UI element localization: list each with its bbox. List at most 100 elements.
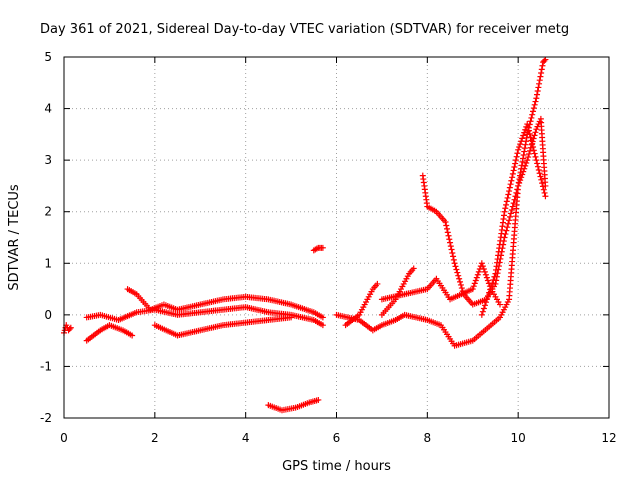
y-tick-label: 2 <box>44 205 52 219</box>
data-point <box>506 188 513 195</box>
data-point <box>525 124 532 131</box>
y-tick-label: 3 <box>44 153 52 167</box>
data-point <box>511 196 518 203</box>
data-point <box>512 193 519 200</box>
y-tick-label: -2 <box>40 411 52 425</box>
data-point <box>315 396 322 403</box>
series-sat-a <box>61 322 74 336</box>
data-point <box>527 134 534 141</box>
data-point <box>472 277 479 284</box>
data-point <box>443 222 450 229</box>
data-point <box>534 163 541 170</box>
data-point <box>541 57 548 64</box>
data-point <box>530 147 537 154</box>
data-point <box>410 265 417 272</box>
data-point <box>514 150 521 157</box>
data-point <box>535 84 542 91</box>
data-point <box>517 177 524 184</box>
data-point <box>319 322 326 329</box>
data-point <box>129 332 136 339</box>
data-point <box>319 314 326 321</box>
data-point <box>492 280 499 287</box>
x-tick-label: 10 <box>511 431 526 445</box>
data-point <box>483 299 490 306</box>
data-point <box>532 129 539 136</box>
data-point <box>531 101 538 108</box>
series-sat-b <box>83 304 326 329</box>
data-point <box>455 272 462 279</box>
data-point <box>480 266 487 273</box>
data-point <box>506 184 513 191</box>
data-point <box>66 326 73 333</box>
data-point <box>536 77 543 84</box>
data-point <box>447 239 454 246</box>
data-point <box>533 157 540 164</box>
series-sat-e <box>151 314 295 339</box>
data-point <box>483 274 490 281</box>
grid-lines <box>64 57 609 418</box>
series-sat-k <box>378 260 503 308</box>
data-point <box>533 95 540 102</box>
data-point <box>489 280 496 287</box>
data-point <box>534 88 541 95</box>
x-tick-label: 2 <box>151 431 159 445</box>
data-point <box>526 150 533 157</box>
data-point <box>536 80 543 87</box>
data-point <box>518 174 525 181</box>
data-point <box>515 146 522 153</box>
data-point <box>519 135 526 142</box>
data-point <box>522 162 529 169</box>
data-point <box>478 311 485 318</box>
x-tick-label: 8 <box>424 431 432 445</box>
data-point <box>525 154 532 161</box>
data-point <box>531 150 538 157</box>
data-point <box>530 144 537 151</box>
data-point <box>479 263 486 270</box>
data-point <box>529 111 536 118</box>
data-point <box>519 158 526 165</box>
x-tick-label: 4 <box>242 431 250 445</box>
chart-title: Day 361 of 2021, Sidereal Day-to-day VTE… <box>40 22 569 37</box>
data-point <box>541 189 548 196</box>
data-point <box>513 189 520 196</box>
data-point <box>507 210 514 217</box>
data-point <box>529 140 536 147</box>
data-point <box>503 198 510 205</box>
data-point <box>536 170 543 177</box>
data-point <box>508 177 515 184</box>
data-point <box>504 194 511 201</box>
data-points <box>61 56 549 414</box>
data-point <box>521 148 528 155</box>
data-point <box>535 166 542 173</box>
data-point <box>542 193 549 200</box>
data-point <box>515 182 522 189</box>
data-point <box>482 271 489 278</box>
data-point <box>319 244 326 251</box>
data-point <box>540 186 547 193</box>
data-point <box>514 186 521 193</box>
data-point <box>532 153 539 160</box>
data-point <box>528 114 535 121</box>
data-point <box>506 217 513 224</box>
data-point <box>502 205 509 212</box>
data-point <box>452 263 459 270</box>
data-point <box>537 173 544 180</box>
data-point <box>445 232 452 239</box>
data-point <box>474 271 481 278</box>
series-sat-g <box>265 396 322 414</box>
data-point <box>488 283 495 290</box>
data-point <box>530 105 537 112</box>
x-tick-label: 6 <box>333 431 341 445</box>
data-point <box>470 283 477 290</box>
data-point <box>516 180 523 187</box>
data-point <box>478 260 485 267</box>
data-point <box>444 229 451 236</box>
series-sat-j <box>378 265 417 318</box>
data-point <box>457 281 464 288</box>
data-point <box>512 160 519 167</box>
data-point <box>487 286 494 293</box>
data-point <box>511 164 518 171</box>
data-point <box>505 191 512 198</box>
data-point <box>542 56 549 63</box>
